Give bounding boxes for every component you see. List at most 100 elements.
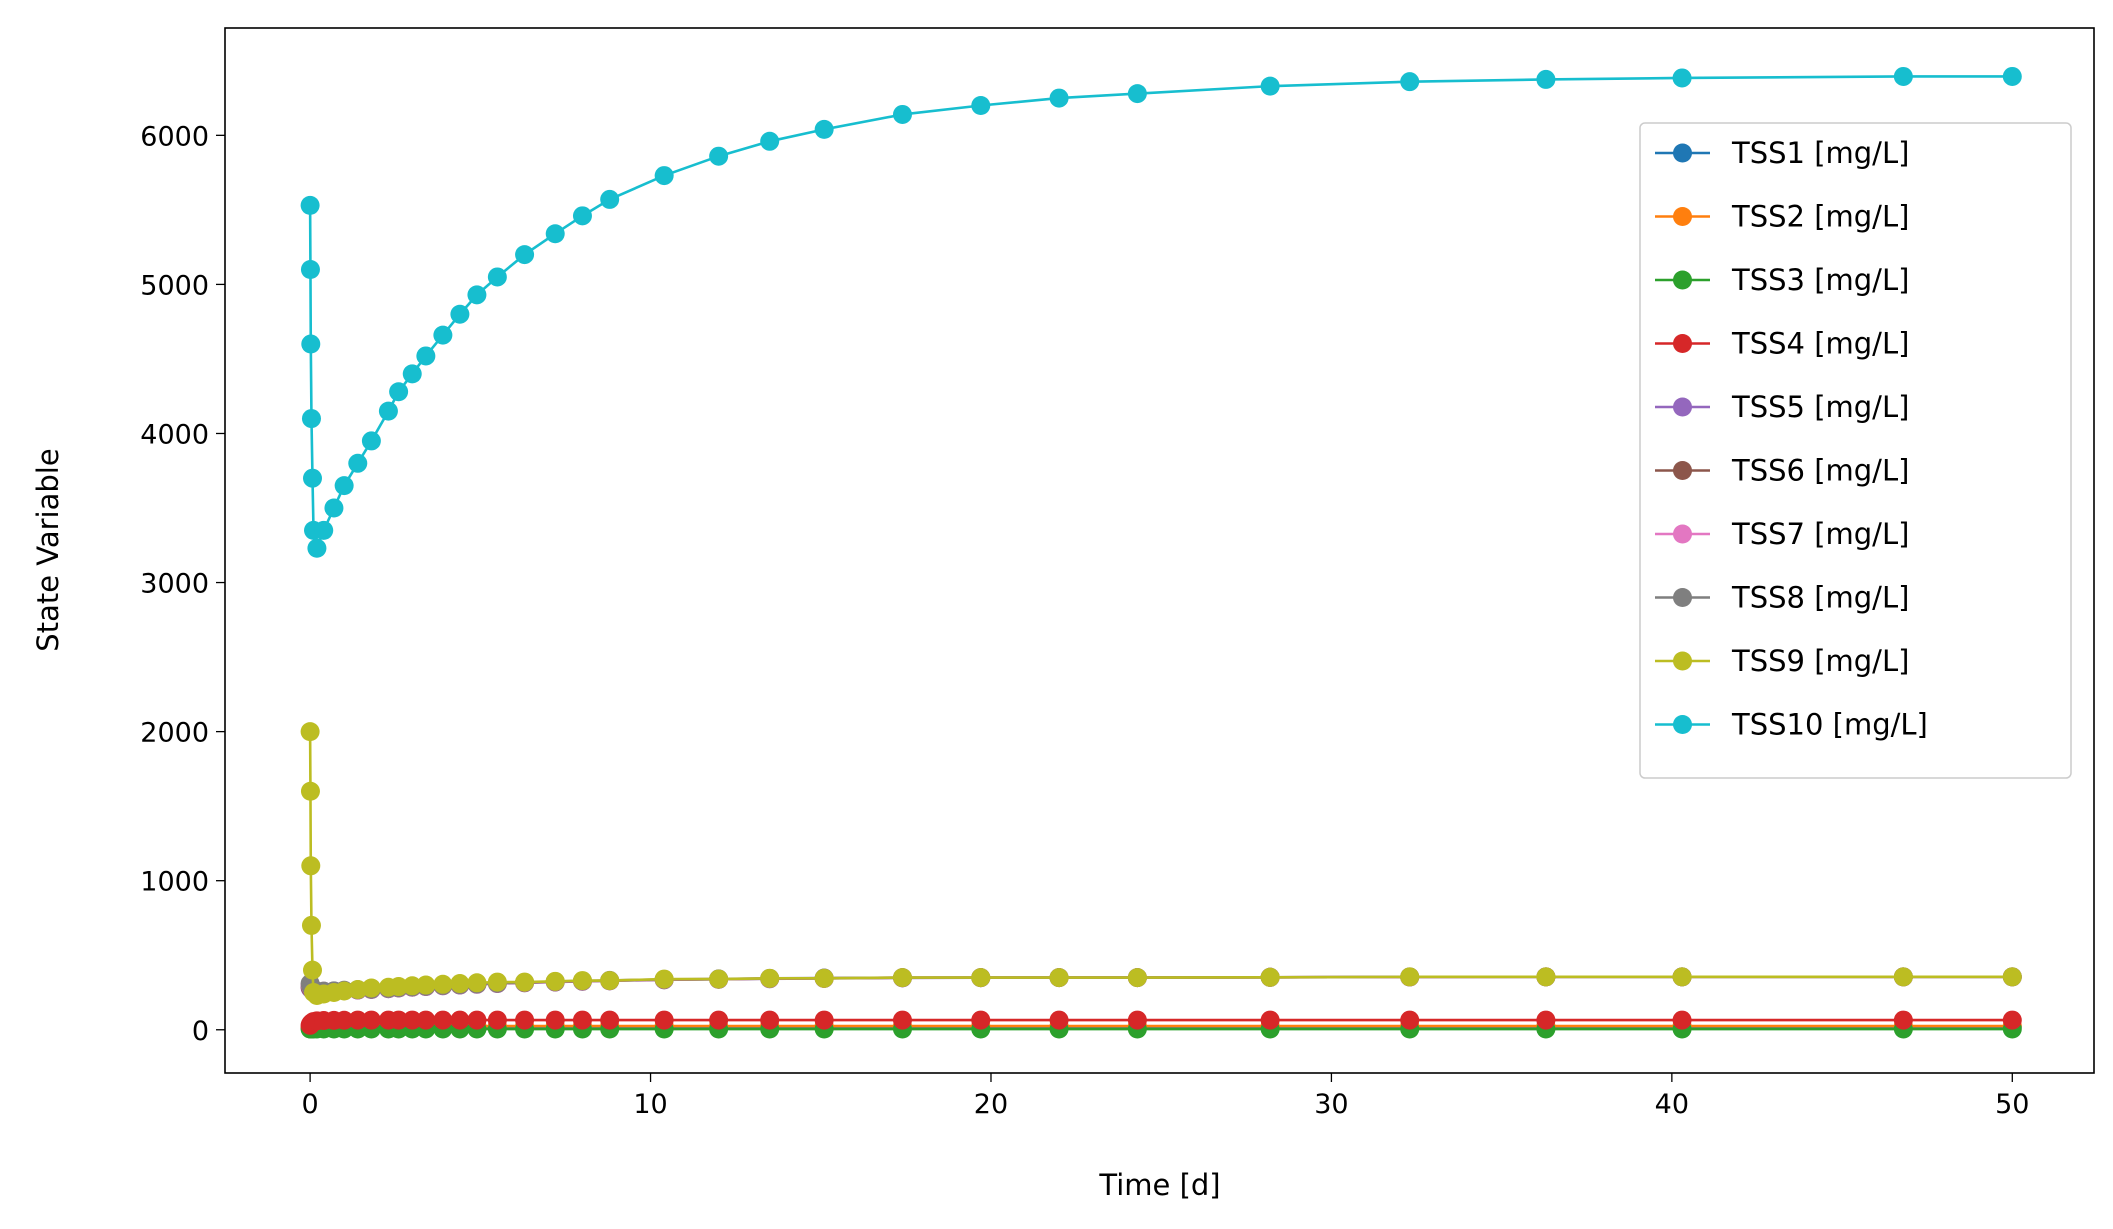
marker	[1893, 1010, 1913, 1030]
marker	[600, 971, 620, 991]
x-tick-label: 40	[1655, 1089, 1689, 1120]
marker	[892, 1010, 912, 1030]
y-tick-label: 5000	[140, 270, 209, 301]
legend-box	[1639, 122, 2072, 779]
marker	[1672, 1010, 1692, 1030]
marker	[334, 476, 354, 496]
legend-label: TSS5 [mg/L]	[1731, 390, 1909, 424]
y-tick-label: 0	[192, 1016, 209, 1047]
marker	[971, 1010, 991, 1030]
marker	[654, 166, 674, 186]
marker	[324, 498, 344, 518]
legend-marker	[1673, 461, 1692, 480]
marker	[1536, 1010, 1556, 1030]
y-axis-label: State Variable	[31, 448, 65, 651]
marker	[545, 1010, 565, 1030]
marker	[709, 146, 729, 166]
marker	[1260, 76, 1280, 96]
marker	[389, 382, 409, 402]
marker	[433, 974, 453, 994]
marker	[300, 259, 320, 279]
marker	[1400, 967, 1420, 987]
legend-label: TSS10 [mg/L]	[1731, 708, 1928, 742]
y-tick-label: 2000	[140, 718, 209, 749]
marker	[402, 976, 422, 996]
marker	[467, 1010, 487, 1030]
marker	[654, 969, 674, 989]
marker	[416, 346, 436, 366]
x-tick-label: 20	[974, 1089, 1008, 1120]
marker	[416, 1010, 436, 1030]
legend-marker	[1673, 207, 1692, 226]
marker	[600, 1010, 620, 1030]
legend-marker	[1673, 715, 1692, 734]
marker	[389, 1010, 409, 1030]
marker	[378, 401, 398, 421]
x-tick-label: 30	[1314, 1089, 1348, 1120]
y-tick-label: 4000	[140, 419, 209, 450]
marker	[892, 104, 912, 124]
marker	[361, 431, 381, 451]
x-tick-label: 50	[1995, 1089, 2029, 1120]
marker	[1260, 1010, 1280, 1030]
marker	[600, 189, 620, 209]
legend: TSS1 [mg/L] TSS2 [mg/L] TSS3 [mg/L] TSS4 [m…	[1639, 122, 2072, 779]
x-tick-label: 10	[633, 1089, 667, 1120]
legend-label: TSS4 [mg/L]	[1731, 327, 1909, 361]
marker	[301, 409, 321, 429]
x-axis-label: Time [d]	[1098, 1168, 1220, 1202]
marker	[450, 304, 470, 324]
legend-marker	[1673, 270, 1692, 290]
marker	[487, 1010, 507, 1030]
marker	[348, 453, 368, 473]
marker	[467, 973, 487, 993]
marker	[1672, 68, 1692, 88]
marker	[1672, 967, 1692, 987]
legend-label: TSS1 [mg/L]	[1731, 136, 1909, 170]
marker	[760, 1010, 780, 1030]
legend-marker	[1673, 334, 1692, 353]
marker	[971, 968, 991, 988]
marker	[1127, 84, 1147, 104]
legend-marker	[1673, 397, 1692, 417]
marker	[572, 971, 592, 991]
marker	[1536, 967, 1556, 987]
series	[300, 722, 2022, 1005]
marker	[1536, 69, 1556, 89]
marker	[1049, 1010, 1069, 1030]
marker	[402, 364, 422, 384]
marker	[487, 267, 507, 287]
series	[300, 66, 2022, 558]
marker	[348, 1010, 368, 1030]
marker	[515, 972, 535, 992]
marker	[971, 96, 991, 116]
marker	[814, 119, 834, 139]
marker	[760, 131, 780, 151]
marker	[2002, 967, 2022, 987]
marker	[361, 1010, 381, 1030]
marker	[433, 325, 453, 345]
marker	[2002, 66, 2022, 86]
marker	[515, 1010, 535, 1030]
marker	[402, 1010, 422, 1030]
legend-marker	[1673, 588, 1692, 607]
legend-label: TSS9 [mg/L]	[1731, 644, 1909, 678]
marker	[300, 722, 320, 742]
legend-marker	[1673, 143, 1692, 163]
legend-label: TSS7 [mg/L]	[1731, 517, 1909, 551]
marker	[1127, 1010, 1147, 1030]
marker	[1893, 967, 1913, 987]
series-line	[309, 1024, 2013, 1029]
marker	[302, 960, 322, 980]
y-tick-label: 1000	[140, 867, 209, 898]
marker	[515, 245, 535, 265]
y-tick-label: 3000	[140, 569, 209, 600]
marker	[487, 972, 507, 992]
marker	[814, 1010, 834, 1030]
legend-marker	[1673, 651, 1692, 671]
plot-frame	[224, 27, 2095, 1074]
marker	[307, 538, 327, 558]
marker	[2002, 1010, 2022, 1030]
marker	[300, 781, 320, 801]
